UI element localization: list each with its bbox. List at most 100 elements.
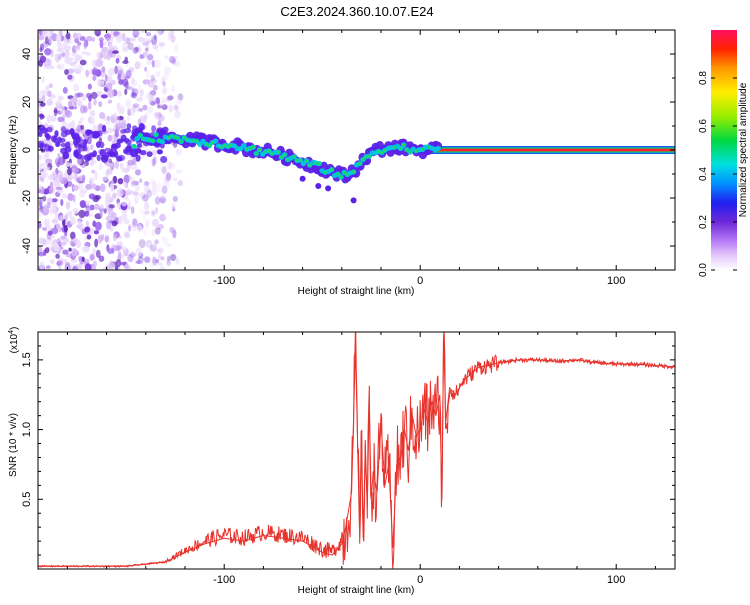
noise-speckle — [157, 105, 162, 109]
noise-speckle — [98, 204, 104, 208]
noise-speckle — [107, 127, 113, 134]
noise-speckle — [144, 210, 150, 215]
noise-speckle — [172, 177, 178, 182]
noise-speckle — [139, 178, 143, 183]
noise-speckle — [62, 249, 69, 255]
noise-speckle — [151, 208, 155, 217]
noise-speckle — [43, 166, 50, 171]
noise-speckle — [64, 263, 71, 270]
noise-speckle — [67, 167, 72, 176]
noise-speckle — [174, 43, 179, 53]
noise-speckle — [150, 187, 158, 196]
noise-speckle — [126, 116, 131, 122]
noise-speckle — [50, 227, 59, 235]
noise-speckle — [118, 79, 124, 85]
noise-speckle — [157, 120, 162, 127]
noise-speckle — [44, 151, 50, 159]
ridge-blob-core — [336, 172, 340, 176]
noise-speckle — [153, 34, 157, 40]
noise-speckle — [106, 220, 111, 230]
noise-speckle — [76, 45, 80, 49]
snr-exponent-power: 4 — [8, 330, 15, 334]
noise-speckle — [56, 64, 61, 70]
noise-speckle — [160, 194, 166, 199]
noise-speckle — [130, 180, 136, 187]
noise-speckle — [145, 32, 152, 37]
noise-speckle — [51, 219, 58, 224]
noise-speckle — [125, 99, 132, 109]
x-tick-label: 0 — [417, 275, 423, 287]
noise-speckle — [175, 99, 183, 104]
noise-speckle — [71, 248, 78, 257]
noise-speckle — [100, 94, 108, 99]
noise-speckle — [159, 266, 166, 270]
noise-speckle — [135, 260, 143, 265]
noise-speckle — [125, 139, 132, 145]
noise-speckle — [143, 228, 147, 236]
ridge-blob-core — [195, 139, 199, 143]
noise-speckle — [78, 209, 86, 219]
noise-speckle — [93, 98, 97, 106]
noise-speckle — [144, 66, 148, 72]
noise-speckle — [99, 183, 106, 193]
snr-y-exponent: (x104) — [8, 327, 20, 354]
y-tick-label: 0 — [21, 147, 33, 153]
noise-speckle — [135, 169, 141, 176]
noise-speckle — [168, 162, 176, 170]
noise-speckle — [65, 201, 71, 210]
noise-speckle — [54, 53, 60, 58]
noise-speckle — [84, 263, 92, 270]
ridge-blob-core — [257, 148, 262, 152]
noise-speckle — [90, 159, 97, 165]
noise-speckle — [73, 150, 79, 158]
noise-speckle — [71, 52, 78, 57]
noise-speckle — [99, 80, 105, 87]
noise-speckle — [45, 265, 51, 270]
colorbar-ticks: 0.0 0.2 0.4 0.6 0.8 — [698, 71, 737, 277]
noise-speckle — [55, 141, 60, 148]
noise-speckle — [60, 143, 67, 147]
noise-speckle — [77, 120, 83, 125]
noise-speckle — [87, 101, 92, 110]
noise-speckle — [122, 46, 129, 53]
noise-speckle — [132, 157, 137, 166]
noise-speckle — [94, 30, 102, 37]
noise-speckle — [90, 266, 97, 270]
noise-speckle — [76, 32, 82, 39]
noise-speckle — [38, 209, 42, 218]
noise-speckle — [61, 52, 66, 58]
noise-speckle — [44, 48, 52, 56]
noise-speckle — [116, 202, 121, 209]
noise-speckle — [110, 180, 115, 185]
noise-speckle — [164, 67, 172, 75]
noise-speckle — [115, 34, 123, 43]
noise-speckle — [111, 212, 117, 220]
noise-speckle — [160, 256, 165, 261]
noise-speckle — [144, 256, 151, 263]
noise-speckle — [130, 93, 135, 98]
noise-speckle — [99, 209, 103, 218]
noise-speckle — [159, 213, 167, 222]
ridge-blob-core — [182, 136, 186, 139]
noise-speckle — [70, 97, 78, 103]
noise-speckle — [130, 77, 135, 85]
noise-speckle — [99, 149, 107, 157]
noise-speckle — [101, 66, 106, 73]
noise-speckle — [57, 189, 64, 194]
noise-speckle — [137, 85, 142, 93]
colorbar-tick-label: 0.6 — [698, 119, 709, 133]
noise-speckle — [54, 130, 59, 138]
noise-speckle — [134, 61, 141, 70]
noise-speckle — [47, 174, 55, 181]
noise-speckle — [84, 226, 91, 233]
ridge-blob-core — [308, 163, 312, 167]
noise-speckle — [104, 235, 110, 243]
noise-speckle — [177, 180, 183, 187]
noise-speckle — [112, 233, 118, 242]
noise-speckle — [157, 224, 164, 230]
ridge-blob-core — [251, 145, 255, 149]
noise-speckle — [135, 247, 143, 257]
noise-speckle — [160, 97, 168, 104]
snr-exponent-close: ) — [9, 327, 20, 330]
